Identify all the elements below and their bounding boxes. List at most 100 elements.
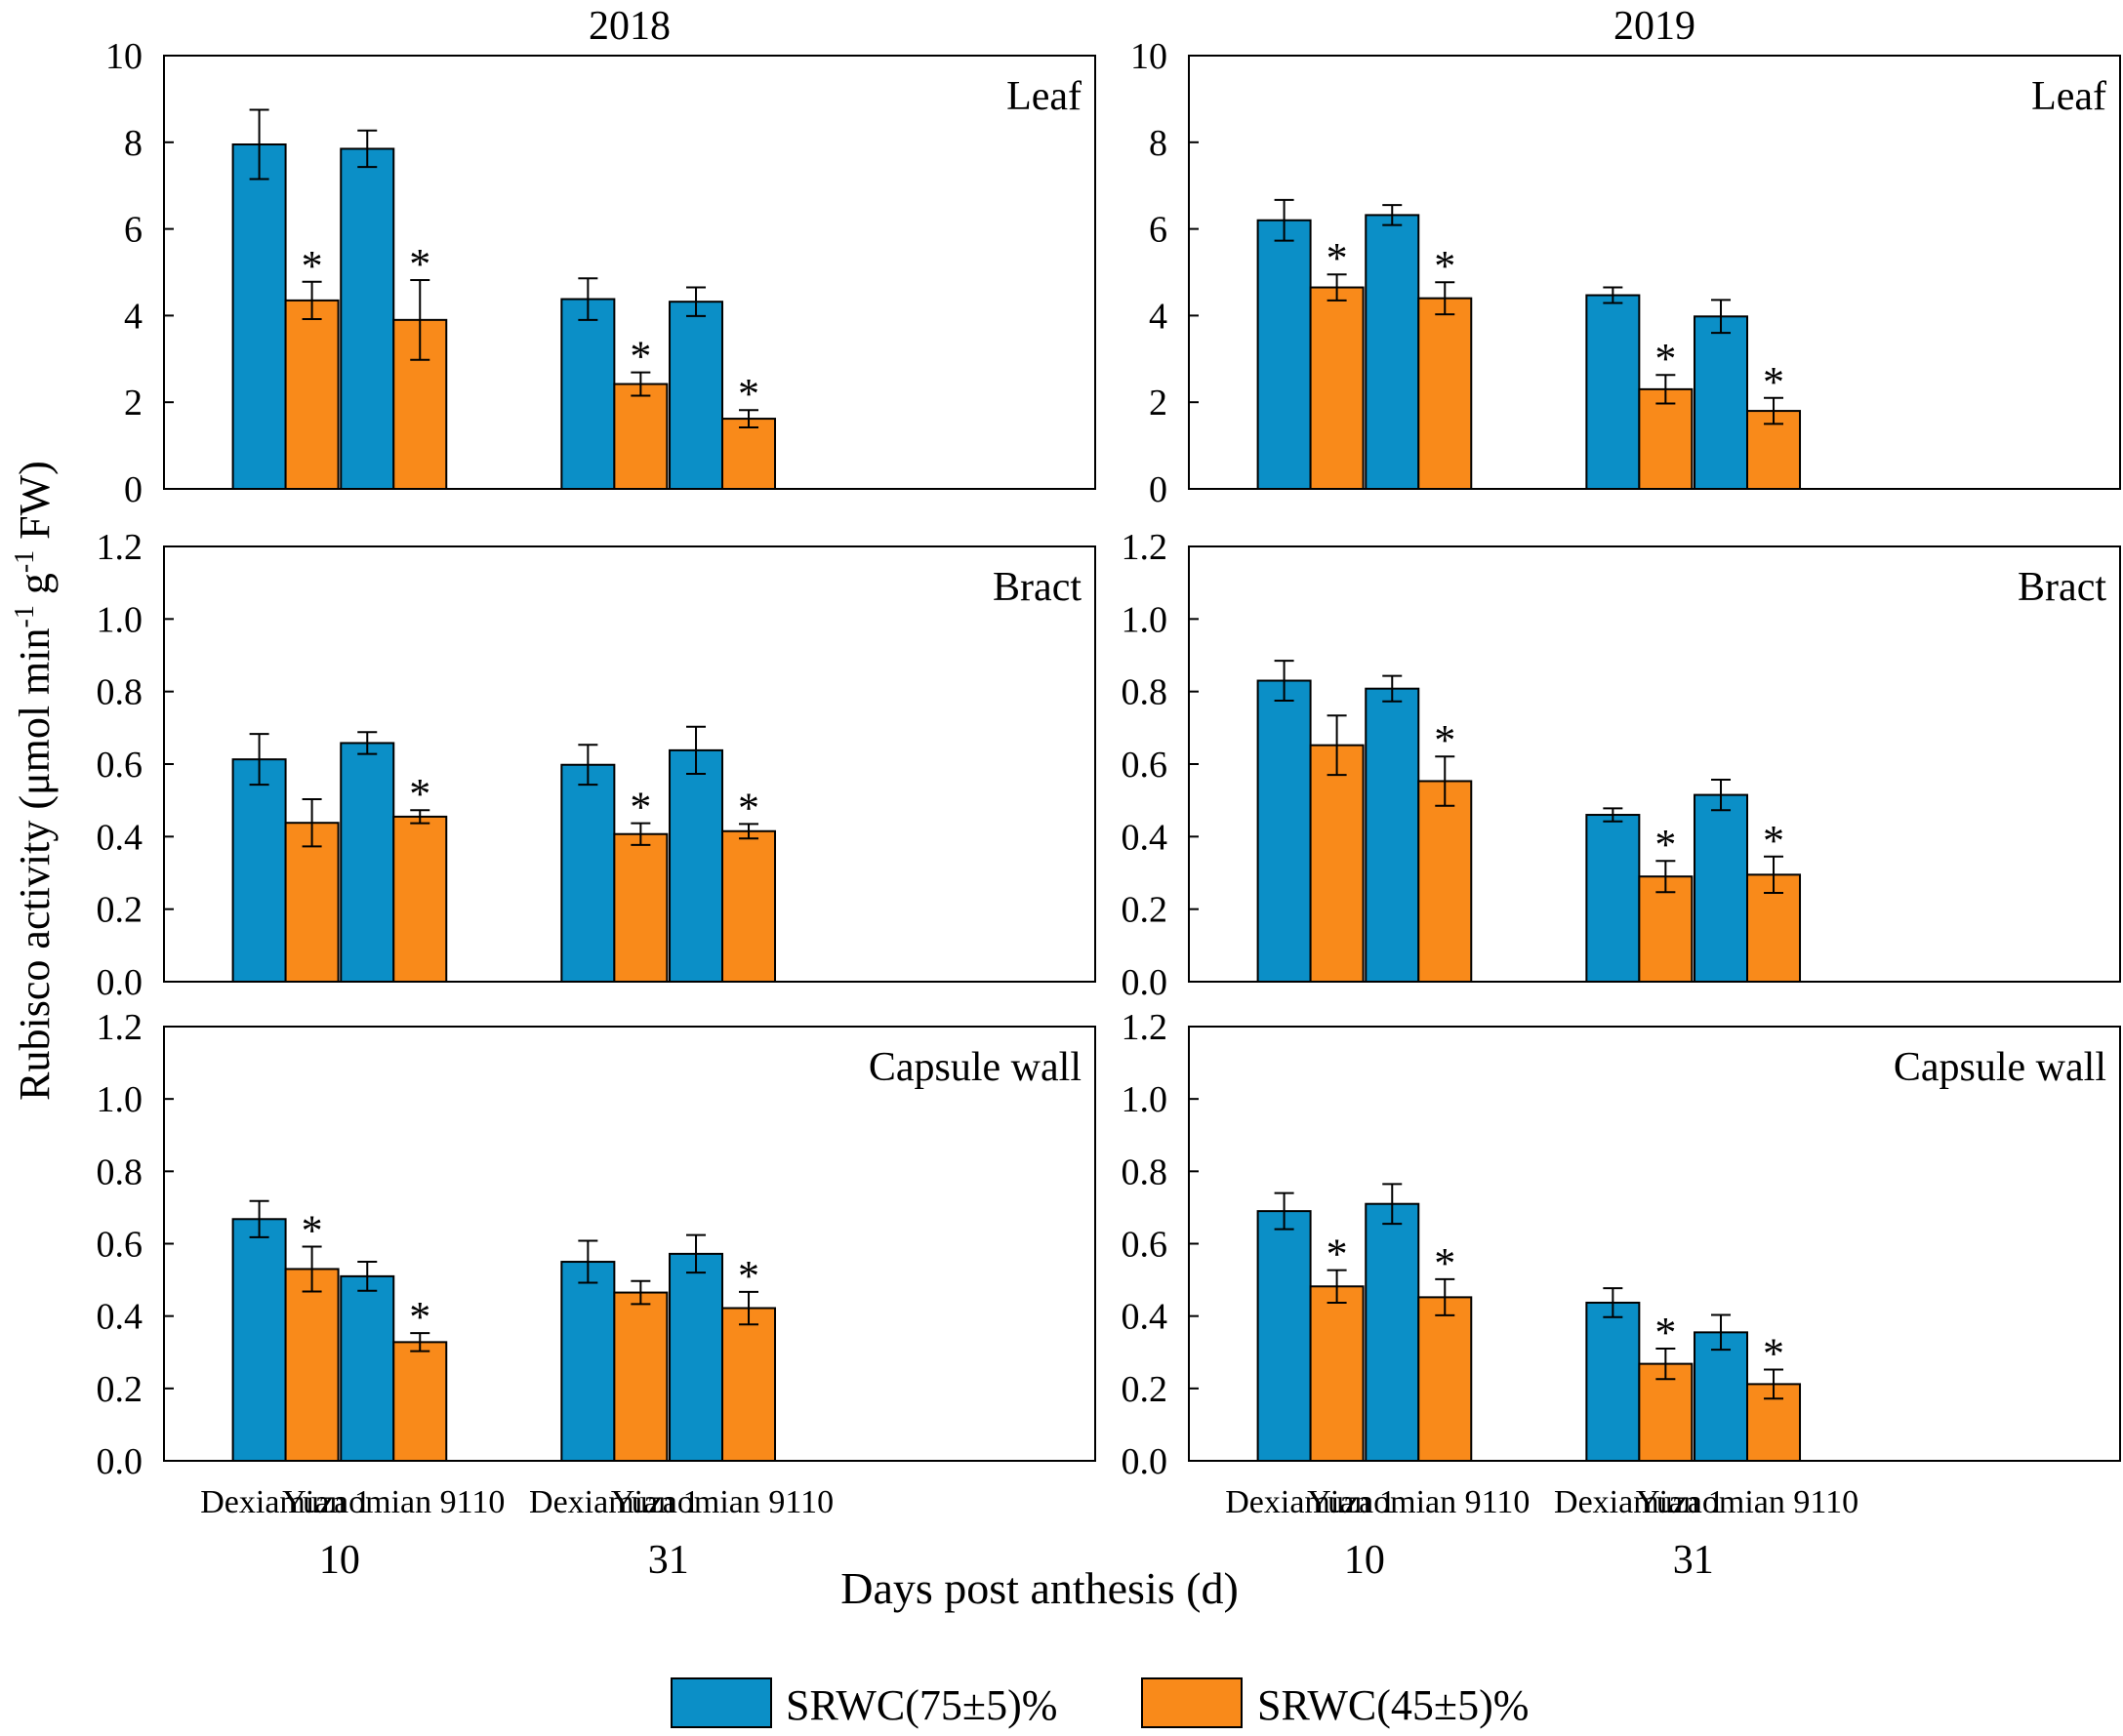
x-group-label: 31 [1673,1538,1714,1583]
bar [284,1268,340,1463]
bar [231,758,287,983]
panel-organ-label: Leaf [1006,74,1082,119]
y-tick-label: 0.0 [1122,962,1168,1003]
y-tick-label: 0.8 [97,1151,143,1192]
x-category-label: Dexiamian 1 [529,1484,700,1520]
y-tick-label: 0.8 [97,672,143,713]
legend: SRWC(75±5)% SRWC(45±5)% [671,1677,1529,1729]
y-tick-label: 0.4 [1122,1297,1168,1338]
significance-marker: * [630,784,651,831]
bar [340,742,395,984]
y-tick-label: 1.0 [97,599,143,640]
y-tick-label: 8 [124,123,143,164]
significance-marker: * [1763,1330,1784,1378]
y-tick-label: 0.4 [97,817,143,858]
panel-2018-leaf: 0 2 4 6 8 10 * * * * Leaf 2018 [105,4,1096,510]
significance-marker: * [302,242,323,290]
y-tick-label: 4 [1149,296,1167,337]
bar [1256,219,1312,490]
significance-marker: * [1327,1231,1348,1278]
significance-marker: * [630,333,651,381]
y-tick-label: 0.2 [1122,1369,1168,1410]
significance-marker: * [409,240,430,288]
bar [231,143,287,491]
y-tick-label: 0.0 [97,1441,143,1482]
bar [284,299,340,490]
bar [284,822,340,984]
panel-year-title: 2018 [589,4,671,49]
bar [1256,679,1312,983]
bar [1417,780,1473,983]
y-tick-label: 0.6 [1122,1225,1168,1266]
x-category-label: Yuzaomian 9110 [282,1484,505,1520]
y-tick-label: 1.2 [97,1007,143,1048]
x-group-label: 31 [648,1538,689,1583]
y-tick-label: 1.2 [1122,527,1168,568]
bar [669,748,724,983]
y-tick-label: 0 [124,469,143,510]
y-tick-label: 0.0 [1122,1441,1168,1482]
panel-organ-label: Bract [993,565,1082,610]
y-tick-label: 2 [1149,383,1167,424]
significance-marker: * [1763,358,1784,406]
significance-marker: * [1434,716,1455,764]
y-tick-label: 0.8 [1122,672,1168,713]
bar [1585,1301,1641,1462]
bar [1585,814,1641,983]
y-tick-label: 2 [124,383,143,424]
bar [340,147,395,491]
y-tick-label: 6 [1149,210,1167,251]
bar [613,1291,669,1462]
x-category-label: Dexiamian 1 [200,1484,371,1520]
legend-swatch-series2 [1141,1677,1243,1728]
y-tick-label: 4 [124,296,143,337]
y-tick-label: 0.6 [1122,745,1168,786]
bar [721,418,777,490]
bar [1694,315,1749,490]
significance-marker: * [1654,1309,1676,1356]
y-tick-label: 0.2 [1122,890,1168,931]
x-category-label: Yuzaomian 9110 [1636,1484,1858,1520]
bar [1365,687,1420,984]
x-category-label: Dexiamian 1 [1554,1484,1725,1520]
y-tick-label: 0.0 [97,962,143,1003]
bar [669,301,724,490]
panel-organ-label: Leaf [2031,74,2106,119]
bar [560,763,616,984]
significance-marker: * [738,1252,759,1300]
bar [1309,1285,1365,1462]
bar [613,832,669,984]
panel-2019-leaf: 0 2 4 6 8 10 * * * * Leaf 2019 [1130,4,2121,510]
x-category-label: Yuzaomian 9110 [1307,1484,1530,1520]
bar [1694,793,1749,984]
x-category-label: Dexiamian 1 [1225,1484,1396,1520]
bar [721,829,777,984]
bar [1309,286,1365,491]
bar [392,1341,448,1463]
y-tick-label: 10 [1130,36,1167,77]
panel-year-title: 2019 [1613,4,1695,49]
legend-swatch-series1 [671,1677,772,1728]
y-tick-label: 10 [105,36,143,77]
x-group-label: 10 [319,1538,360,1583]
significance-marker: * [1654,821,1676,868]
bar [1417,1296,1473,1462]
panel-organ-label: Bract [2018,565,2106,610]
panel-2018-bract: 0.0 0.2 0.4 0.6 0.8 1.0 1.2 * * * Bract [97,527,1096,1003]
significance-marker: * [1654,335,1676,383]
y-tick-label: 0.8 [1122,1151,1168,1192]
y-tick-label: 0.4 [1122,817,1168,858]
y-tick-label: 1.0 [1122,1079,1168,1120]
bar [1256,1210,1312,1462]
bar [1365,1202,1420,1463]
bar [1638,875,1694,984]
bar [1417,297,1473,491]
bar [231,1218,287,1462]
y-tick-label: 0.6 [97,1225,143,1266]
legend-label-series2: SRWC(45±5)% [1257,1681,1529,1729]
bar [1365,214,1420,490]
y-tick-label: 1.0 [1122,599,1168,640]
bar [340,1274,395,1462]
significance-marker: * [409,770,430,818]
bar [721,1307,777,1462]
